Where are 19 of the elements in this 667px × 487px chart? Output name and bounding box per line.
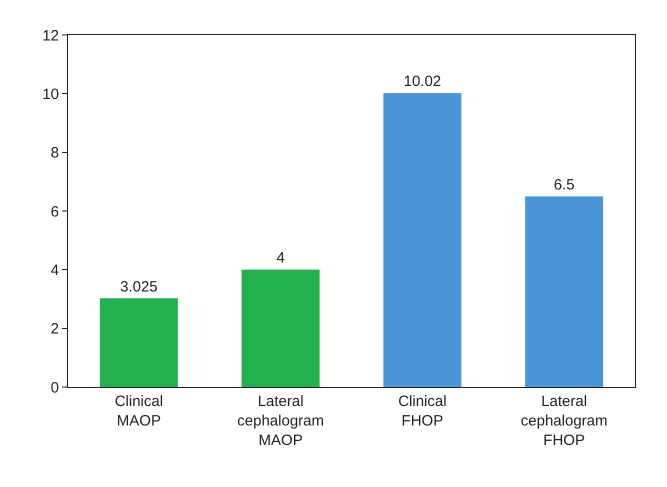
x-tick-label: Lateral cephalogram FHOP <box>520 393 608 449</box>
y-tick-label: 8 <box>50 144 59 162</box>
data-label: 3.025 <box>120 278 158 296</box>
x-tick-label: Clinical MAOP <box>114 393 164 430</box>
bar <box>525 196 604 387</box>
bar <box>100 298 178 387</box>
data-label: 6.5 <box>554 176 575 194</box>
y-tick-label: 4 <box>50 262 59 279</box>
bar <box>383 93 462 387</box>
y-tick-label: 12 <box>42 27 59 44</box>
x-tick-label: Clinical FHOP <box>398 393 447 430</box>
y-tick-label: 10 <box>42 86 59 103</box>
data-label: 4 <box>276 250 285 267</box>
y-tick-label: 6 <box>50 203 59 220</box>
x-tick-label: Lateral cephalogram MAOP <box>237 393 324 449</box>
y-tick-label: 0 <box>50 379 59 396</box>
data-label: 10.02 <box>404 73 442 90</box>
bar <box>242 270 320 387</box>
y-tick-label: 2 <box>50 320 59 338</box>
